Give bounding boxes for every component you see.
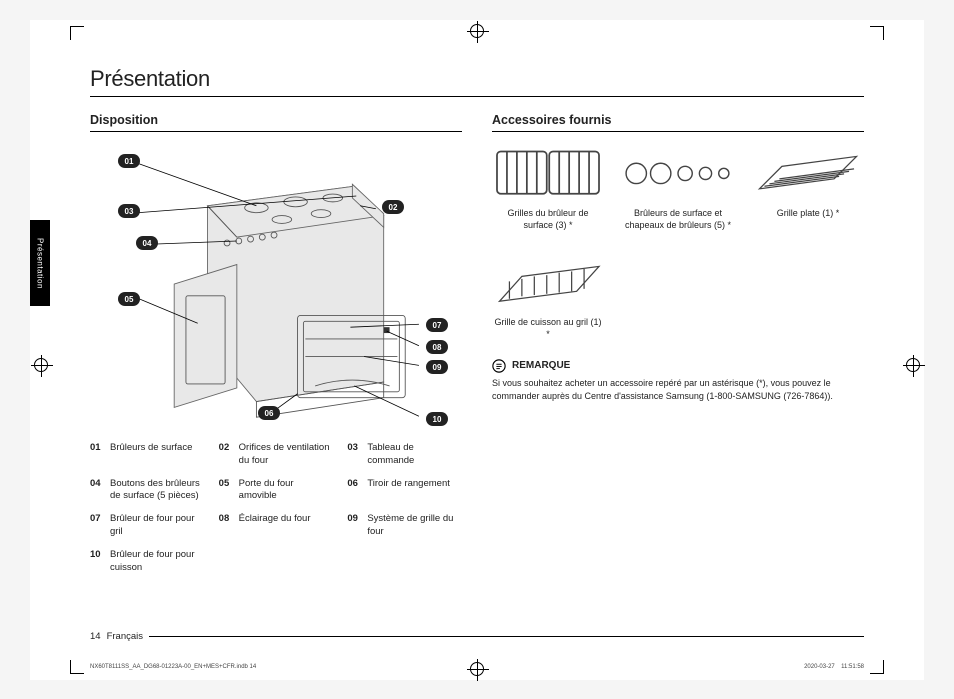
callout-07: 07	[426, 318, 448, 332]
note-icon	[492, 359, 506, 373]
crop-mark	[70, 660, 84, 674]
legend-item: 02Orifices de ventilation du four	[219, 442, 334, 468]
page-number: 14	[90, 631, 101, 642]
crop-mark	[70, 26, 84, 40]
crop-mark	[870, 660, 884, 674]
crop-mark	[870, 26, 884, 40]
page-title: Présentation	[90, 66, 864, 97]
parts-legend: 01Brûleurs de surface 02Orifices de vent…	[90, 442, 462, 575]
registration-mark-icon	[470, 24, 484, 38]
callout-04: 04	[136, 236, 158, 250]
legend-item: 06Tiroir de rangement	[347, 478, 462, 504]
callout-01: 01	[118, 154, 140, 168]
legend-item: 03Tableau de commande	[347, 442, 462, 468]
doc-filename: NX60T8111SS_AA_DG68-01223A-00_EN+MES+CFR…	[90, 664, 256, 670]
section-heading-disposition: Disposition	[90, 113, 462, 132]
flat-rack-icon	[752, 144, 864, 202]
section-heading-accessoires: Accessoires fournis	[492, 113, 864, 132]
note-title: REMARQUE	[512, 360, 570, 371]
callout-03: 03	[118, 204, 140, 218]
legend-item: 07Brûleur de four pour gril	[90, 513, 205, 539]
accessory-label: Brûleurs de surface et chapeaux de brûle…	[622, 208, 734, 231]
note-heading: REMARQUE	[492, 359, 864, 373]
accessories-grid: Grilles du brûleur de surface (3) * Brûl…	[492, 144, 864, 341]
note-body: Si vous souhaitez acheter un accessoire …	[492, 377, 864, 403]
side-tab: Présentation	[30, 220, 50, 306]
legend-item: 08Éclairage du four	[219, 513, 334, 539]
broil-rack-icon	[492, 253, 604, 311]
page-language: Français	[107, 631, 143, 642]
accessory-item: Grilles du brûleur de surface (3) *	[492, 144, 604, 231]
page-footer: 14 Français	[90, 631, 864, 642]
legend-item: 01Brûleurs de surface	[90, 442, 205, 468]
accessory-label: Grille de cuisson au gril (1) *	[492, 317, 604, 340]
accessory-label: Grilles du brûleur de surface (3) *	[492, 208, 604, 231]
registration-mark-icon	[34, 358, 48, 372]
legend-item: 10Brûleur de four pour cuisson	[90, 549, 205, 575]
callout-09: 09	[426, 360, 448, 374]
doc-timestamp: 2020-03-27 11:51:58	[804, 664, 864, 670]
callout-06: 06	[258, 406, 280, 420]
burner-caps-icon	[622, 144, 734, 202]
callout-05: 05	[118, 292, 140, 306]
callout-02: 02	[382, 200, 404, 214]
registration-mark-icon	[906, 358, 920, 372]
accessory-item: Brûleurs de surface et chapeaux de brûle…	[622, 144, 734, 231]
range-diagram: 01 03 04 05 02 06 07 08 09 10	[90, 144, 462, 434]
range-illustration	[90, 144, 462, 434]
legend-item: 05Porte du four amovible	[219, 478, 334, 504]
grate-icon	[492, 144, 604, 202]
accessory-label: Grille plate (1) *	[752, 208, 864, 220]
legend-item: 04Boutons des brûleurs de surface (5 piè…	[90, 478, 205, 504]
accessory-item: Grille plate (1) *	[752, 144, 864, 231]
legend-item: 09Système de grille du four	[347, 513, 462, 539]
callout-10: 10	[426, 412, 448, 426]
accessory-item: Grille de cuisson au gril (1) *	[492, 253, 604, 340]
callout-08: 08	[426, 340, 448, 354]
